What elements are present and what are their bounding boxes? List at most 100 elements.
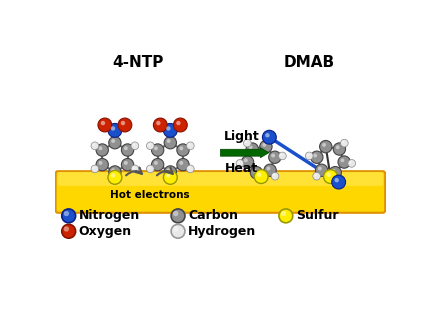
Circle shape [335, 178, 339, 182]
Circle shape [98, 118, 112, 132]
Circle shape [243, 139, 251, 147]
Text: Carbon: Carbon [188, 209, 238, 222]
Circle shape [245, 141, 248, 143]
Circle shape [108, 171, 122, 184]
Circle shape [154, 161, 158, 165]
FancyArrowPatch shape [126, 168, 142, 175]
Circle shape [151, 144, 164, 156]
Circle shape [111, 126, 115, 131]
Circle shape [177, 144, 189, 156]
FancyArrow shape [220, 148, 269, 158]
Circle shape [96, 159, 108, 171]
Circle shape [148, 143, 150, 146]
Circle shape [166, 126, 171, 131]
Circle shape [121, 121, 125, 125]
Circle shape [271, 153, 275, 158]
Circle shape [148, 167, 150, 169]
Circle shape [164, 166, 176, 178]
Circle shape [111, 173, 115, 178]
Circle shape [279, 152, 286, 160]
Circle shape [322, 143, 326, 147]
FancyBboxPatch shape [55, 171, 385, 213]
Text: 4-NTP: 4-NTP [112, 55, 164, 70]
FancyBboxPatch shape [58, 172, 383, 186]
Text: Heat: Heat [225, 162, 258, 175]
Circle shape [332, 175, 346, 189]
Circle shape [281, 211, 286, 216]
Circle shape [187, 165, 194, 173]
Circle shape [332, 169, 335, 173]
Circle shape [131, 142, 139, 150]
Circle shape [108, 123, 122, 137]
Circle shape [323, 170, 338, 183]
Circle shape [124, 146, 128, 150]
Circle shape [313, 172, 320, 180]
Circle shape [350, 161, 352, 163]
Circle shape [341, 158, 344, 162]
Circle shape [342, 141, 344, 143]
Circle shape [279, 209, 293, 223]
Circle shape [246, 143, 258, 155]
Circle shape [336, 145, 340, 149]
Circle shape [154, 146, 158, 150]
Circle shape [238, 161, 240, 163]
Circle shape [188, 143, 190, 146]
Text: Hydrogen: Hydrogen [188, 225, 256, 238]
Circle shape [167, 139, 171, 143]
FancyArrowPatch shape [157, 168, 173, 175]
Text: DMAB: DMAB [283, 55, 335, 70]
Circle shape [62, 224, 76, 238]
Text: Light: Light [224, 130, 260, 143]
Circle shape [173, 226, 178, 232]
Circle shape [313, 153, 317, 158]
Text: Oxygen: Oxygen [79, 225, 132, 238]
Circle shape [167, 168, 171, 172]
Circle shape [171, 224, 185, 238]
Text: Nitrogen: Nitrogen [79, 209, 140, 222]
Circle shape [262, 143, 266, 147]
Circle shape [264, 164, 276, 176]
Circle shape [318, 167, 322, 171]
Circle shape [271, 172, 279, 180]
Circle shape [118, 118, 132, 132]
Circle shape [64, 226, 69, 232]
Circle shape [253, 169, 257, 173]
Circle shape [316, 164, 328, 176]
Circle shape [92, 143, 95, 146]
Circle shape [177, 159, 189, 171]
Circle shape [121, 159, 134, 171]
Circle shape [132, 167, 135, 169]
Circle shape [98, 161, 102, 165]
Circle shape [109, 137, 121, 149]
Circle shape [163, 171, 177, 184]
Circle shape [179, 161, 183, 165]
Circle shape [244, 158, 248, 162]
Circle shape [236, 160, 244, 167]
Circle shape [121, 144, 134, 156]
Text: Sulfur: Sulfur [296, 209, 338, 222]
Circle shape [249, 145, 252, 149]
Circle shape [64, 211, 69, 216]
Circle shape [305, 152, 313, 160]
Circle shape [109, 166, 121, 178]
Circle shape [166, 173, 171, 178]
Circle shape [147, 142, 154, 150]
Circle shape [262, 130, 276, 144]
Circle shape [260, 141, 272, 153]
Circle shape [326, 172, 331, 177]
Circle shape [62, 209, 76, 223]
Circle shape [341, 139, 348, 147]
Circle shape [319, 141, 332, 153]
Circle shape [187, 142, 194, 150]
Circle shape [92, 167, 95, 169]
Circle shape [131, 165, 139, 173]
Circle shape [338, 156, 350, 168]
Circle shape [151, 159, 164, 171]
Circle shape [250, 167, 263, 179]
Circle shape [91, 165, 99, 173]
Circle shape [156, 121, 160, 125]
Circle shape [132, 143, 135, 146]
Circle shape [307, 154, 310, 156]
Circle shape [333, 143, 346, 155]
Circle shape [265, 133, 270, 138]
